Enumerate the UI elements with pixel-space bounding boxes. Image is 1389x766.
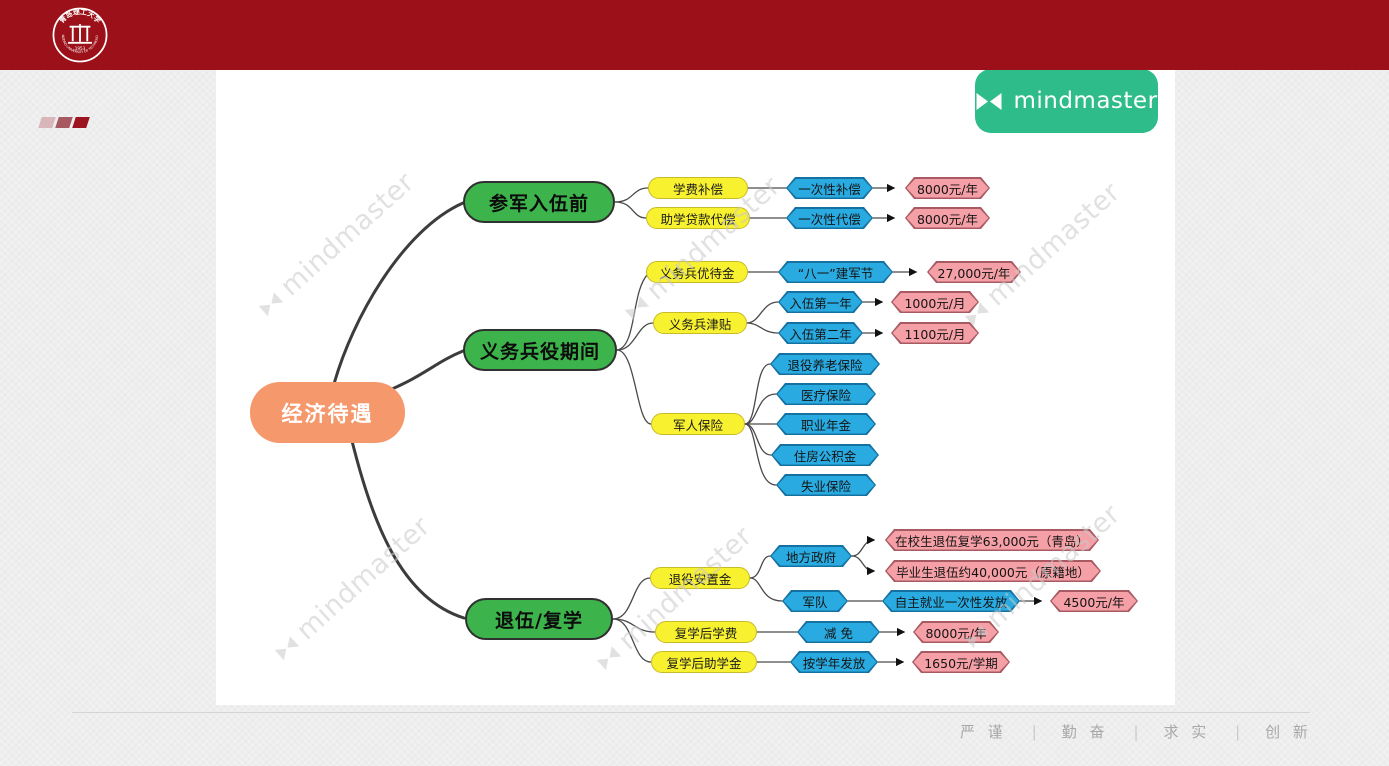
mindmaster-badge-label: mindmaster (1013, 88, 1158, 114)
topic-node-label: 学费补偿 (672, 181, 723, 197)
topic-node-label: 复学后学费 (674, 625, 738, 641)
value-node-label: 1000元/月 (904, 295, 966, 311)
value-node[interactable]: 27,000元/年 (927, 261, 1021, 283)
value-node[interactable]: 8000元/年 (913, 621, 999, 643)
subtopic-node-label: 入伍第二年 (789, 326, 852, 342)
footer-separator: | (1133, 722, 1139, 741)
subtopic-node-label: 一次性代偿 (798, 211, 861, 227)
footer-motto: 勤 奋 (1061, 723, 1109, 741)
subtopic-node-label: 军队 (802, 594, 828, 610)
subtopic-node-label: 按学年发放 (802, 655, 866, 671)
svg-text:青岛理工大学: 青岛理工大学 (57, 7, 103, 25)
value-node-label: 8000元/年 (916, 211, 979, 227)
footer-separator: | (1031, 722, 1037, 741)
footer-motto: 创 新 (1265, 723, 1312, 741)
branch-node[interactable]: 义务兵役期间 (463, 329, 617, 371)
value-node[interactable]: 8000元/年 (905, 177, 990, 199)
subtopic-node[interactable]: 失业保险 (776, 474, 876, 496)
footer-separator: | (1235, 722, 1241, 741)
value-node[interactable]: 1100元/月 (891, 322, 979, 344)
subtopic-node[interactable]: 减 免 (797, 621, 880, 643)
footer-motto: 严 谨 (960, 723, 1007, 741)
seal-year: 1953 (75, 46, 86, 51)
topic-node[interactable]: 军人保险 (651, 413, 745, 435)
subtopic-node[interactable]: 自主就业一次性发放 (882, 590, 1020, 612)
subtopic-node[interactable]: 军队 (782, 590, 848, 612)
subtopic-node[interactable]: 一次性补偿 (786, 177, 873, 199)
subtopic-node-label: 自主就业一次性发放 (894, 594, 1008, 610)
subtopic-node-label: 退役养老保险 (787, 357, 863, 373)
topic-node-label: 义务兵优待金 (659, 265, 735, 281)
subtopic-node[interactable]: 按学年发放 (790, 651, 878, 673)
subtopic-node-label: 职业年金 (800, 417, 851, 433)
university-seal-logo: 青岛理工大学 QINGDAO UNIVERSITY OF TECHNOLOGY … (52, 7, 108, 63)
subtopic-node-label: 住房公积金 (793, 448, 857, 464)
topic-node[interactable]: 退役安置金 (650, 567, 750, 589)
subtopic-node-label: 医疗保险 (800, 387, 851, 403)
accent-block-dark (72, 117, 90, 128)
branch-node-label: 义务兵役期间 (479, 340, 600, 363)
subtopic-node[interactable]: 住房公积金 (771, 444, 879, 466)
value-node-label: 在校生退伍复学63,000元（青岛） (895, 533, 1089, 549)
accent-blocks (38, 117, 90, 128)
value-node-label: 8000元/年 (925, 625, 987, 641)
subtopic-node-label: 失业保险 (800, 478, 851, 494)
branch-node[interactable]: 退伍/复学 (465, 598, 613, 640)
subtopic-node[interactable]: 地方政府 (770, 545, 852, 567)
subtopic-node[interactable]: “八一”建军节 (778, 261, 893, 283)
topic-node[interactable]: 复学后学费 (655, 621, 757, 643)
value-node[interactable]: 毕业生退伍约40,000元（原籍地） (885, 560, 1101, 582)
value-node-label: 1650元/学期 (924, 655, 998, 671)
topic-node[interactable]: 义务兵津贴 (653, 312, 747, 334)
value-node[interactable]: 1650元/学期 (912, 651, 1010, 673)
subtopic-node[interactable]: 退役养老保险 (770, 353, 880, 375)
value-node-label: 4500元/年 (1063, 594, 1125, 610)
subtopic-node-label: 减 免 (824, 625, 853, 641)
topic-node[interactable]: 复学后助学金 (651, 651, 757, 673)
seal-top-text: 青岛理工大学 (57, 7, 103, 25)
branch-node-label: 参军入伍前 (488, 192, 589, 215)
value-node[interactable]: 1000元/月 (891, 291, 979, 313)
value-node-label: 27,000元/年 (937, 265, 1011, 281)
topic-node-label: 义务兵津贴 (668, 316, 732, 332)
accent-block-light (38, 117, 56, 128)
footer-divider (72, 712, 1310, 713)
topic-node-label: 军人保险 (672, 417, 723, 433)
footer-mottos: 严 谨 | 勤 奋 | 求 实 | 创 新 (960, 721, 1312, 742)
subtopic-node-label: 入伍第一年 (789, 295, 852, 311)
seal-emblem (68, 24, 92, 44)
subtopic-node[interactable]: 入伍第一年 (778, 291, 863, 313)
value-node[interactable]: 在校生退伍复学63,000元（青岛） (885, 529, 1099, 551)
subtopic-node[interactable]: 一次性代偿 (786, 207, 873, 229)
subtopic-node[interactable]: 医疗保险 (776, 383, 876, 405)
value-node[interactable]: 4500元/年 (1050, 590, 1138, 612)
topic-node-label: 复学后助学金 (666, 655, 742, 671)
mindmaster-logo-icon (976, 92, 1002, 110)
topic-node-label: 助学贷款代偿 (660, 211, 736, 227)
subtopic-node-label: 地方政府 (785, 549, 836, 565)
subtopic-node-label: “八一”建军节 (797, 265, 874, 281)
subtopic-node[interactable]: 入伍第二年 (778, 322, 863, 344)
value-node-label: 毕业生退伍约40,000元（原籍地） (896, 564, 1090, 580)
mindmaster-badge: mindmaster (975, 69, 1158, 133)
header-bar: 青岛理工大学 QINGDAO UNIVERSITY OF TECHNOLOGY … (0, 0, 1389, 70)
branch-node[interactable]: 参军入伍前 (463, 181, 615, 223)
topic-node[interactable]: 义务兵优待金 (646, 261, 748, 283)
value-node-label: 8000元/年 (916, 181, 979, 197)
topic-node-label: 退役安置金 (668, 571, 732, 587)
subtopic-node[interactable]: 职业年金 (776, 413, 876, 435)
branch-node-label: 退伍/复学 (495, 609, 583, 632)
footer-motto: 求 实 (1163, 723, 1211, 741)
subtopic-node-label: 一次性补偿 (798, 181, 861, 197)
value-node-label: 1100元/月 (904, 326, 966, 342)
value-node[interactable]: 8000元/年 (905, 207, 990, 229)
root-node-label: 经济待遇 (281, 401, 374, 426)
topic-node[interactable]: 学费补偿 (648, 177, 748, 199)
topic-node[interactable]: 助学贷款代偿 (646, 207, 750, 229)
root-node[interactable]: 经济待遇 (250, 382, 405, 443)
accent-block-medium (55, 117, 73, 128)
